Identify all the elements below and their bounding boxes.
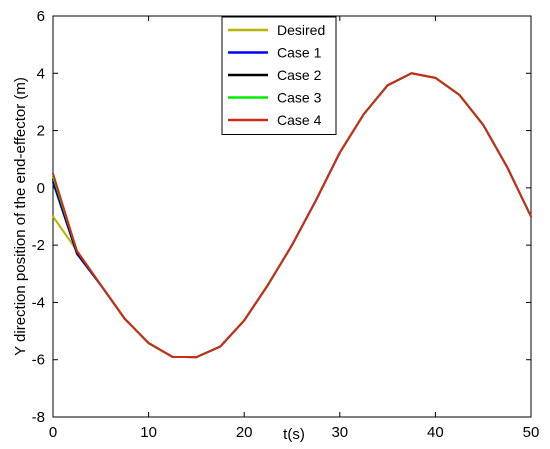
legend-entry: Case 4 <box>277 112 322 128</box>
y-tick-label: -4 <box>32 294 45 311</box>
legend: Desired Case 1 Case 2 Case 3 Case 4 <box>221 16 337 135</box>
y-axis-label: Y direction position of the end-effector… <box>12 77 29 356</box>
x-tick-label: 10 <box>140 424 157 441</box>
y-tick-label: -6 <box>32 352 45 369</box>
x-tick-label: 50 <box>523 424 540 441</box>
x-tick-label: 40 <box>427 424 444 441</box>
x-tick-label: 30 <box>331 424 348 441</box>
x-tick-label: 20 <box>236 424 253 441</box>
y-tick-label: 2 <box>37 123 45 140</box>
legend-entry: Case 2 <box>277 67 322 83</box>
y-tick-label: 4 <box>37 65 45 82</box>
x-axis-label: t(s) <box>283 426 305 443</box>
y-tick-label: -8 <box>32 409 45 426</box>
legend-entry: Case 3 <box>277 90 322 106</box>
x-tick-label: 0 <box>49 424 57 441</box>
series-layer <box>52 72 532 359</box>
y-tick-label: 0 <box>37 180 45 197</box>
y-tick-label: 6 <box>37 8 45 25</box>
legend-entry: Desired <box>277 22 325 38</box>
y-tick-label: -2 <box>32 237 45 254</box>
axis-ticks: 0 10 20 30 40 50 -8 -6 -4 -2 0 2 4 6 <box>32 8 540 441</box>
series-line-5 <box>52 72 532 359</box>
legend-entry: Case 1 <box>277 45 322 61</box>
